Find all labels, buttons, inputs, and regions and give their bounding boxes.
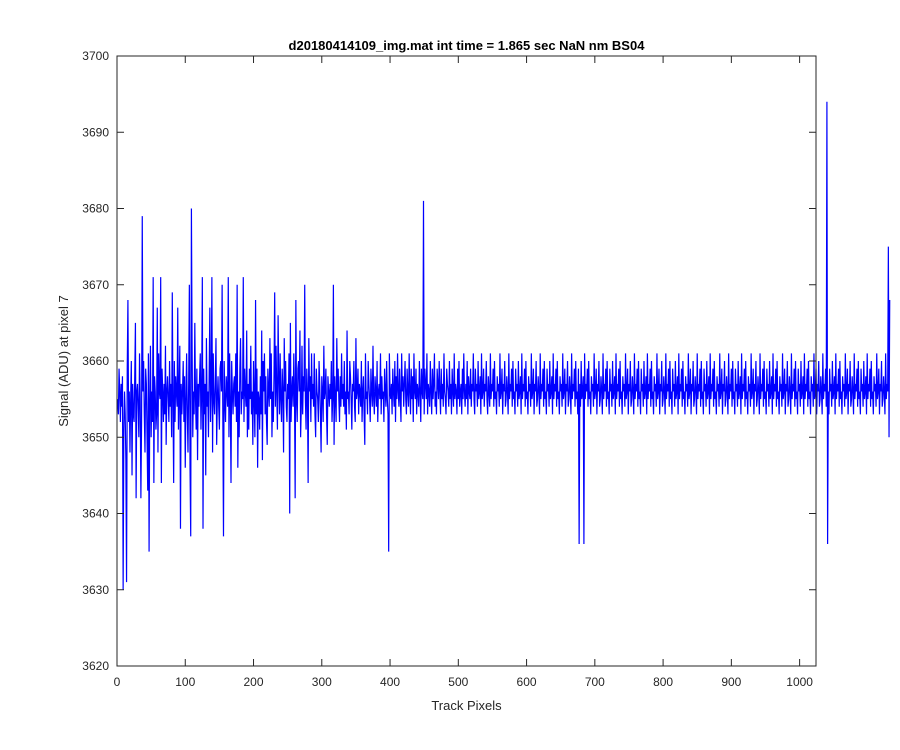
- x-tick-label: 900: [721, 675, 741, 689]
- series-layer: [117, 101, 891, 590]
- series-line-1: [117, 101, 891, 590]
- x-tick-label: 100: [175, 675, 195, 689]
- y-tick-label: 3670: [82, 278, 109, 292]
- x-tick-label: 700: [585, 675, 605, 689]
- y-tick-label: 3650: [82, 430, 109, 444]
- x-tick-label: 600: [517, 675, 537, 689]
- x-tick-label: 500: [448, 675, 468, 689]
- x-tick-label: 1000: [786, 675, 813, 689]
- y-tick-label: 3680: [82, 202, 109, 216]
- y-tick-label: 3620: [82, 659, 109, 673]
- x-axis-label: Track Pixels: [431, 698, 502, 713]
- y-axis-label: Signal (ADU) at pixel 7: [56, 295, 71, 427]
- x-tick-label: 800: [653, 675, 673, 689]
- x-tick-label: 0: [114, 675, 121, 689]
- y-tick-label: 3640: [82, 507, 109, 521]
- y-tick-labels: 3620 3630 3640 3650 3660 3670 3680 3690 3700: [82, 49, 109, 673]
- y-tick-label: 3630: [82, 583, 109, 597]
- y-tick-label: 3690: [82, 125, 109, 139]
- x-tick-labels: 0 100 200 300 400 500 600 700 800 900 1000: [114, 675, 814, 689]
- x-tick-label: 300: [312, 675, 332, 689]
- axes-box: [116, 55, 817, 667]
- x-tick-label: 200: [244, 675, 264, 689]
- plot-area: [117, 56, 816, 666]
- y-tick-label: 3700: [82, 49, 109, 63]
- y-tick-label: 3660: [82, 354, 109, 368]
- x-tick-label: 400: [380, 675, 400, 689]
- chart-title: d20180414109_img.mat int time = 1.865 se…: [289, 38, 646, 53]
